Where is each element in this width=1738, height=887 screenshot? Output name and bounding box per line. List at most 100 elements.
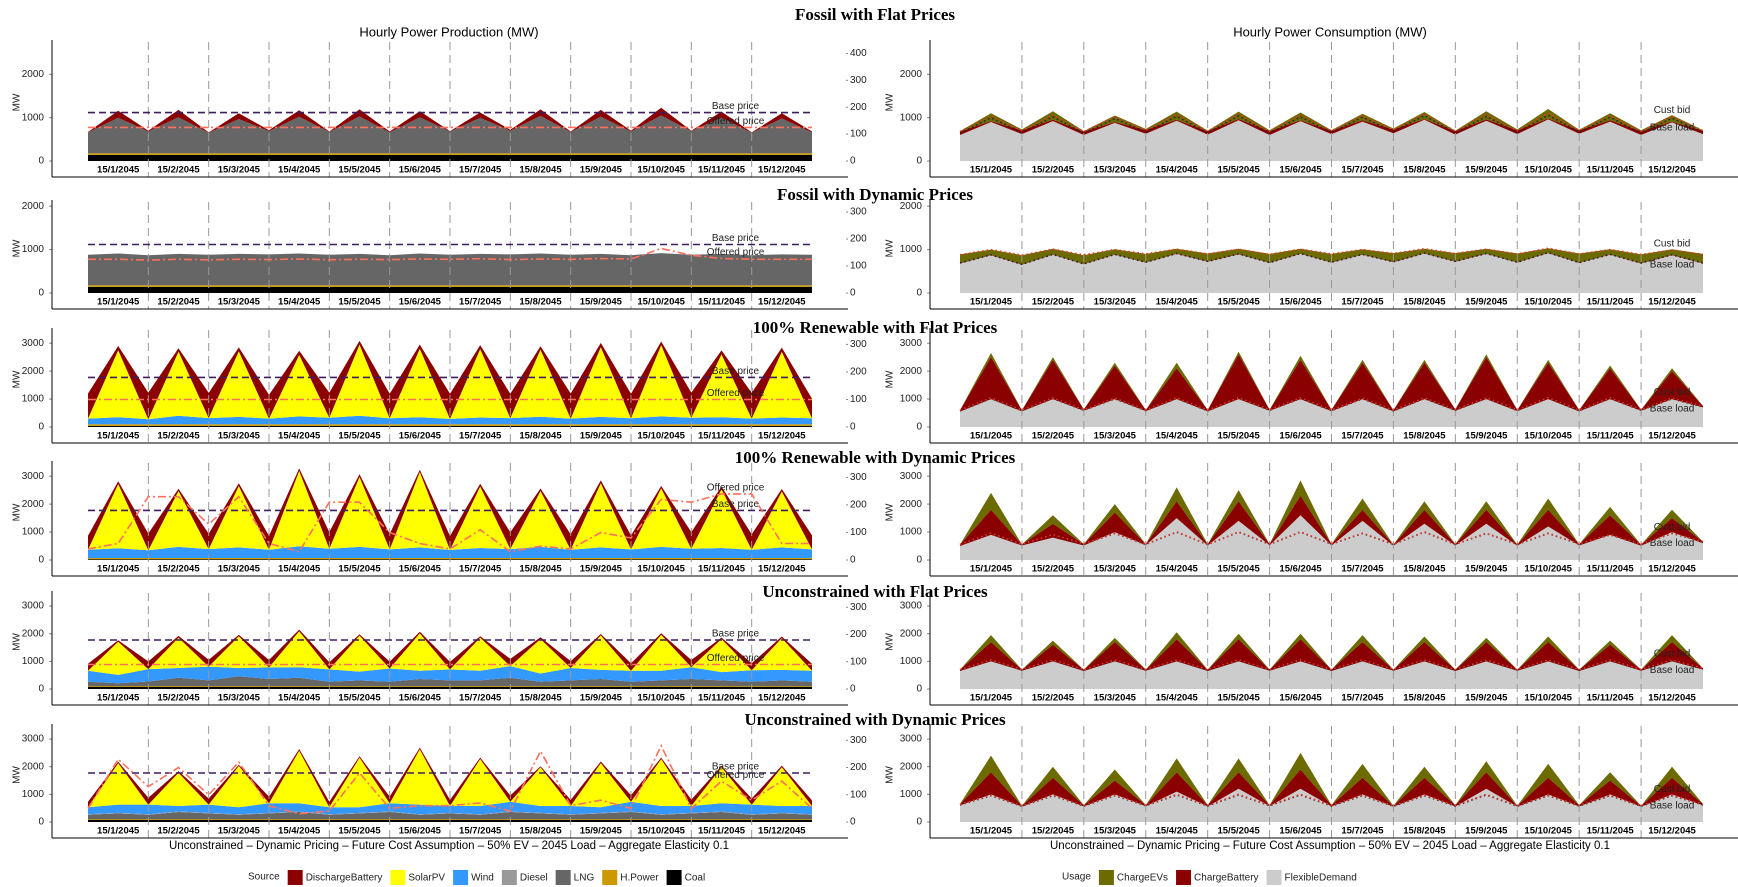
x-tick-label: 15/3/2045 <box>218 564 261 575</box>
x-tick-label: 15/5/2045 <box>1217 693 1260 704</box>
x-tick-label: 15/10/2045 <box>1524 564 1572 575</box>
x-tick-label: 15/2/2045 <box>1032 564 1075 575</box>
y-axis-label: MW <box>885 93 896 111</box>
x-tick-label: 15/8/2045 <box>1403 693 1446 704</box>
legend-label: Coal <box>685 873 706 884</box>
line-label: Offered price <box>707 483 765 494</box>
x-tick-label: 15/8/2045 <box>519 826 562 837</box>
x-tick-label: 15/1/2045 <box>97 165 140 176</box>
x-tick-label: 15/6/2045 <box>399 693 442 704</box>
x-tick-label: 15/7/2045 <box>1341 693 1384 704</box>
line-label: Base load <box>1650 800 1694 811</box>
legend-swatch <box>1098 870 1114 885</box>
x-tick-label: 15/6/2045 <box>1279 165 1322 176</box>
x-tick-label: 15/5/2045 <box>338 165 381 176</box>
x-tick-label: 15/5/2045 <box>338 297 381 308</box>
x-tick-label: 15/2/2045 <box>1032 431 1075 442</box>
y-tick-label: 1000 <box>22 789 45 800</box>
x-tick-label: 15/1/2045 <box>970 564 1013 575</box>
x-tick-label: 15/9/2045 <box>1465 297 1508 308</box>
x-tick-label: 15/12/2045 <box>758 564 806 575</box>
line-label: Cust bid <box>1654 239 1691 250</box>
x-tick-label: 15/3/2045 <box>1094 297 1137 308</box>
legend-title: Usage <box>1062 872 1091 883</box>
y-tick-label: 0 <box>38 817 44 828</box>
y-tick-label: 1000 <box>900 789 923 800</box>
x-tick-label: 15/1/2045 <box>970 826 1013 837</box>
legend-swatch <box>390 870 406 885</box>
x-tick-label: 15/9/2045 <box>1465 431 1508 442</box>
x-tick-label: 15/1/2045 <box>970 693 1013 704</box>
x-tick-label: 15/3/2045 <box>218 431 261 442</box>
x-tick-label: 15/8/2045 <box>519 165 562 176</box>
y-tick-label: 0 <box>916 555 922 566</box>
y-axis-label: MW <box>885 766 896 784</box>
y2-tick-label: 0 <box>850 817 856 828</box>
y-tick-label: 0 <box>916 288 922 299</box>
caption: Unconstrained – Dynamic Pricing – Future… <box>169 840 729 852</box>
x-tick-label: 15/8/2045 <box>1403 165 1446 176</box>
x-tick-label: 15/9/2045 <box>1465 165 1508 176</box>
y-tick-label: 1000 <box>22 112 45 123</box>
x-tick-label: 15/1/2045 <box>970 165 1013 176</box>
x-tick-label: 15/3/2045 <box>218 297 261 308</box>
legend-label: ChargeEVs <box>1117 873 1168 884</box>
line-label: Base price <box>712 101 760 112</box>
y-tick-label: 0 <box>38 422 44 433</box>
line-label: Base price <box>712 499 760 510</box>
y2-tick-label: 200 <box>850 102 867 113</box>
y-tick-label: 2000 <box>22 69 45 80</box>
y-axis-label: MW <box>12 633 23 651</box>
line-label: Base price <box>712 629 760 640</box>
x-tick-label: 15/2/2045 <box>157 165 200 176</box>
y-tick-label: 2000 <box>22 366 45 377</box>
x-tick-label: 15/2/2045 <box>1032 165 1075 176</box>
legend-swatch <box>1176 870 1192 885</box>
y-tick-label: 2000 <box>900 628 923 639</box>
x-tick-label: 15/8/2045 <box>1403 297 1446 308</box>
y-tick-label: 2000 <box>900 201 923 212</box>
x-tick-label: 15/4/2045 <box>278 431 321 442</box>
x-tick-label: 15/8/2045 <box>519 564 562 575</box>
x-tick-label: 15/7/2045 <box>1341 564 1384 575</box>
x-tick-label: 15/4/2045 <box>278 564 321 575</box>
y2-tick-label: 0 <box>850 422 856 433</box>
x-tick-label: 15/11/2045 <box>1587 826 1635 837</box>
x-tick-label: 15/3/2045 <box>1094 693 1137 704</box>
legend-swatch <box>501 870 517 885</box>
row-title: 100% Renewable with Flat Prices <box>753 318 998 337</box>
x-tick-label: 15/5/2045 <box>1217 564 1260 575</box>
legend-swatch <box>1266 870 1282 885</box>
y2-tick-label: 200 <box>850 500 867 511</box>
y2-tick-label: 100 <box>850 789 867 800</box>
x-tick-label: 15/6/2045 <box>399 564 442 575</box>
y-tick-label: 3000 <box>22 338 45 349</box>
y-tick-label: 0 <box>916 156 922 167</box>
y2-tick-label: 300 <box>850 735 867 746</box>
x-tick-label: 15/8/2045 <box>519 431 562 442</box>
x-tick-label: 15/4/2045 <box>1156 431 1199 442</box>
x-tick-label: 15/12/2045 <box>758 431 806 442</box>
y-tick-label: 1000 <box>900 244 923 255</box>
area <box>960 752 1703 806</box>
x-tick-label: 15/6/2045 <box>1279 431 1322 442</box>
y-axis-label: MW <box>885 239 896 257</box>
y-tick-label: 1000 <box>900 394 923 405</box>
legend-label: SolarPV <box>408 873 445 884</box>
y-tick-label: 0 <box>916 422 922 433</box>
x-tick-label: 15/6/2045 <box>1279 564 1322 575</box>
legend-swatch <box>602 870 618 885</box>
x-tick-label: 15/4/2045 <box>278 297 321 308</box>
legend-label: DischargeBattery <box>306 873 383 884</box>
y-tick-label: 1000 <box>22 394 45 405</box>
x-tick-label: 15/5/2045 <box>338 564 381 575</box>
legend-swatch <box>555 870 571 885</box>
line-label: Cust bid <box>1654 387 1691 398</box>
x-tick-label: 15/1/2045 <box>97 693 140 704</box>
x-tick-label: 15/8/2045 <box>1403 431 1446 442</box>
x-tick-label: 15/7/2045 <box>1341 165 1384 176</box>
x-tick-label: 15/6/2045 <box>1279 297 1322 308</box>
y-axis-label: MW <box>12 503 23 521</box>
y-axis-label: MW <box>12 766 23 784</box>
